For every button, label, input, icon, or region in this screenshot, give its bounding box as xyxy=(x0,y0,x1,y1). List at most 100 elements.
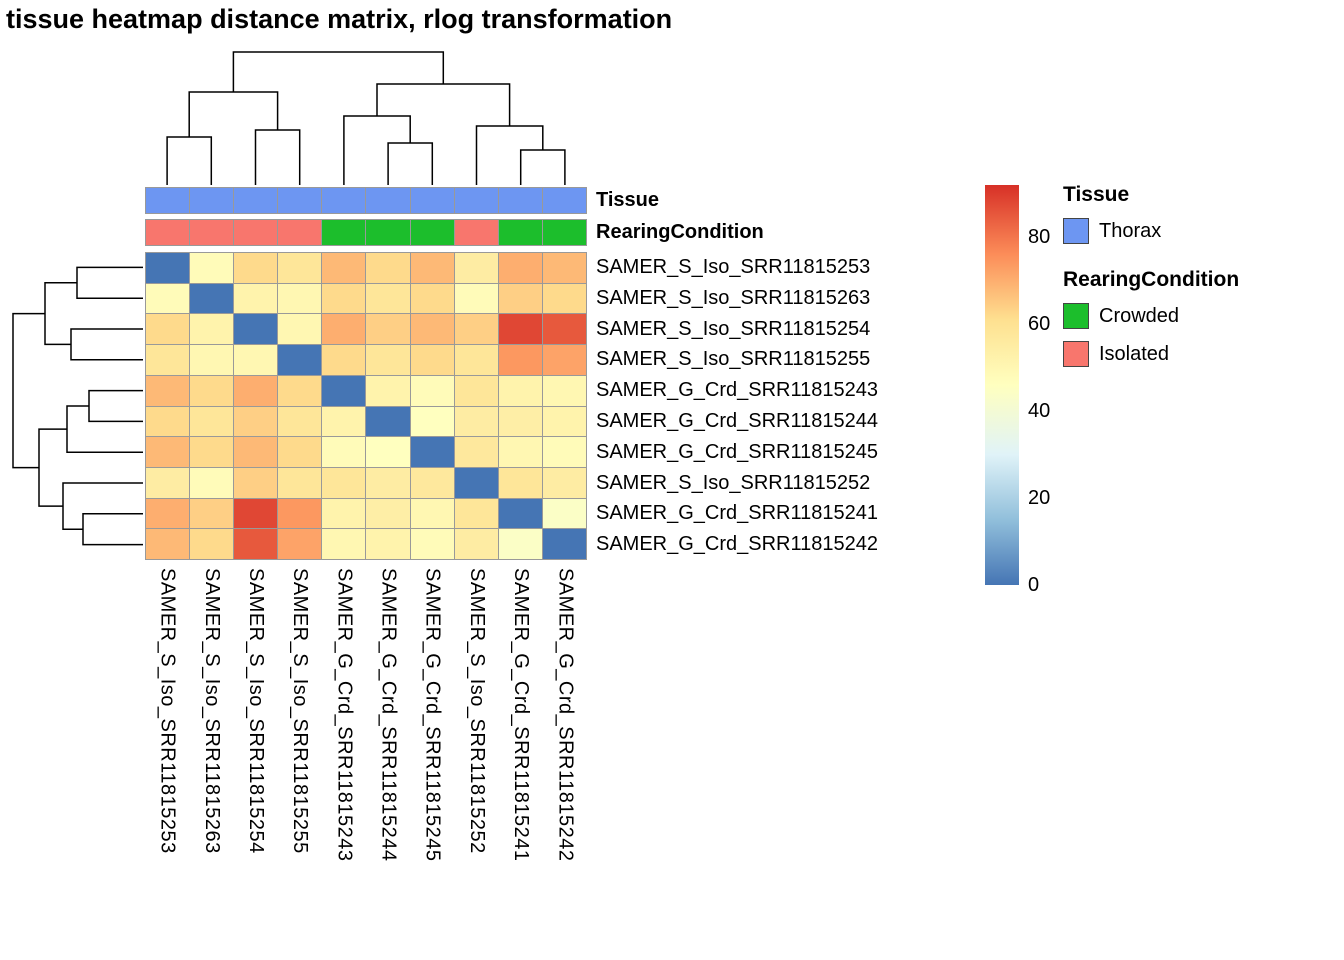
column-label: SAMER_G_Crd_SRR11815243 xyxy=(333,568,356,862)
heatmap-cell xyxy=(278,345,322,375)
heatmap-cell xyxy=(410,437,454,467)
thorax-color-swatch xyxy=(1063,218,1089,244)
heatmap-cell xyxy=(322,283,366,314)
heatmap-cell xyxy=(278,467,322,498)
heatmap-cell xyxy=(498,437,542,467)
heatmap-cell xyxy=(410,253,454,283)
heatmap-cell xyxy=(146,345,190,375)
heatmap-cell xyxy=(542,375,586,406)
heatmap-cell xyxy=(322,437,366,467)
heatmap-cell xyxy=(322,345,366,375)
heatmap-cell xyxy=(234,314,278,345)
heatmap-cell xyxy=(366,437,410,467)
isolated-color-swatch xyxy=(1063,341,1089,367)
heatmap-cell xyxy=(366,406,410,437)
colorbar-ticks: 80 60 40 20 0 xyxy=(1028,185,1088,596)
heatmap-cell xyxy=(190,375,234,406)
heatmap-cell xyxy=(190,406,234,437)
tissue-annotation-cell xyxy=(366,188,410,213)
heatmap-cell xyxy=(542,437,586,467)
colorbar-tick-label: 60 xyxy=(1028,313,1051,335)
row-label: SAMER_S_Iso_SRR11815253 xyxy=(596,256,871,278)
heatmap-cell xyxy=(542,314,586,345)
heatmap-cell xyxy=(410,283,454,314)
heatmap-cell xyxy=(366,345,410,375)
heatmap-cell xyxy=(366,529,410,559)
heatmap-cell xyxy=(454,314,498,345)
heatmap-cell xyxy=(234,498,278,529)
heatmap-cell xyxy=(366,314,410,345)
heatmap-cell xyxy=(146,406,190,437)
heatmap-cell xyxy=(366,467,410,498)
heatmap-cell xyxy=(190,437,234,467)
heatmap-cell xyxy=(322,406,366,437)
heatmap-cell xyxy=(278,314,322,345)
heatmap-cell xyxy=(542,253,586,283)
tissue-annotation-cell xyxy=(278,188,322,213)
crowded-color-swatch xyxy=(1063,303,1089,329)
heatmap-cell xyxy=(410,375,454,406)
heatmap-cell xyxy=(190,314,234,345)
heatmap-cell xyxy=(278,253,322,283)
heatmap-cell xyxy=(146,498,190,529)
column-label: SAMER_G_Crd_SRR11815245 xyxy=(421,568,444,862)
heatmap-cell xyxy=(234,375,278,406)
heatmap-cell xyxy=(278,529,322,559)
heatmap-cell xyxy=(454,529,498,559)
column-label: SAMER_G_Crd_SRR11815244 xyxy=(377,568,400,862)
rearing-annotation-cell xyxy=(234,220,278,245)
heatmap-cell xyxy=(542,498,586,529)
legend: Tissue Thorax RearingCondition Crowded I… xyxy=(1063,183,1333,379)
heatmap-cell xyxy=(190,529,234,559)
heatmap-cell xyxy=(498,406,542,437)
tissue-annotation-cell xyxy=(498,188,542,213)
heatmap-cell xyxy=(498,283,542,314)
heatmap-cell xyxy=(190,345,234,375)
column-label: SAMER_G_Crd_SRR11815242 xyxy=(554,568,577,862)
row-labels: SAMER_S_Iso_SRR11815253 SAMER_S_Iso_SRR11… xyxy=(596,252,878,560)
rearing-annotation-cell xyxy=(190,220,234,245)
heatmap-cell xyxy=(322,467,366,498)
row-label: SAMER_G_Crd_SRR11815241 xyxy=(596,502,879,525)
colorbar-tick-label: 20 xyxy=(1028,487,1051,509)
row-dendrogram xyxy=(12,266,143,546)
rearing-annotation-cell xyxy=(542,220,586,245)
heatmap-cell xyxy=(366,498,410,529)
row-label: SAMER_G_Crd_SRR11815244 xyxy=(596,409,879,432)
heatmap-cell xyxy=(454,283,498,314)
heatmap-cell xyxy=(454,375,498,406)
legend-item-isolated: Isolated xyxy=(1063,341,1333,367)
heatmap-cell xyxy=(234,437,278,467)
heatmap-cell xyxy=(322,314,366,345)
heatmap-cell xyxy=(234,253,278,283)
heatmap-cell xyxy=(498,467,542,498)
rearing-annotation-cell xyxy=(366,220,410,245)
colorbar xyxy=(985,185,1019,585)
heatmap-cell xyxy=(146,529,190,559)
heatmap-cell xyxy=(498,314,542,345)
heatmap-cell xyxy=(454,437,498,467)
heatmap-cell xyxy=(234,529,278,559)
rearing-annotation-track xyxy=(145,219,587,246)
heatmap-cell xyxy=(498,375,542,406)
row-label: SAMER_G_Crd_SRR11815243 xyxy=(596,379,879,402)
heatmap-cell xyxy=(498,529,542,559)
heatmap-cell xyxy=(498,498,542,529)
heatmap-cell xyxy=(234,467,278,498)
heatmap-cell xyxy=(322,529,366,559)
heatmap-cell xyxy=(146,467,190,498)
legend-tissue-title: Tissue xyxy=(1063,183,1130,206)
heatmap-cell xyxy=(410,345,454,375)
heatmap-cell xyxy=(410,529,454,559)
heatmap-cell xyxy=(542,529,586,559)
heatmap-cell xyxy=(366,283,410,314)
heatmap-cell xyxy=(410,467,454,498)
heatmap-cell xyxy=(190,253,234,283)
heatmap-cell xyxy=(234,406,278,437)
tissue-annotation-cell xyxy=(234,188,278,213)
heatmap-cell xyxy=(322,498,366,529)
heatmap-grid xyxy=(145,252,587,560)
rearing-track-label: RearingCondition xyxy=(596,221,764,243)
heatmap-cell xyxy=(542,406,586,437)
heatmap-cell xyxy=(146,283,190,314)
